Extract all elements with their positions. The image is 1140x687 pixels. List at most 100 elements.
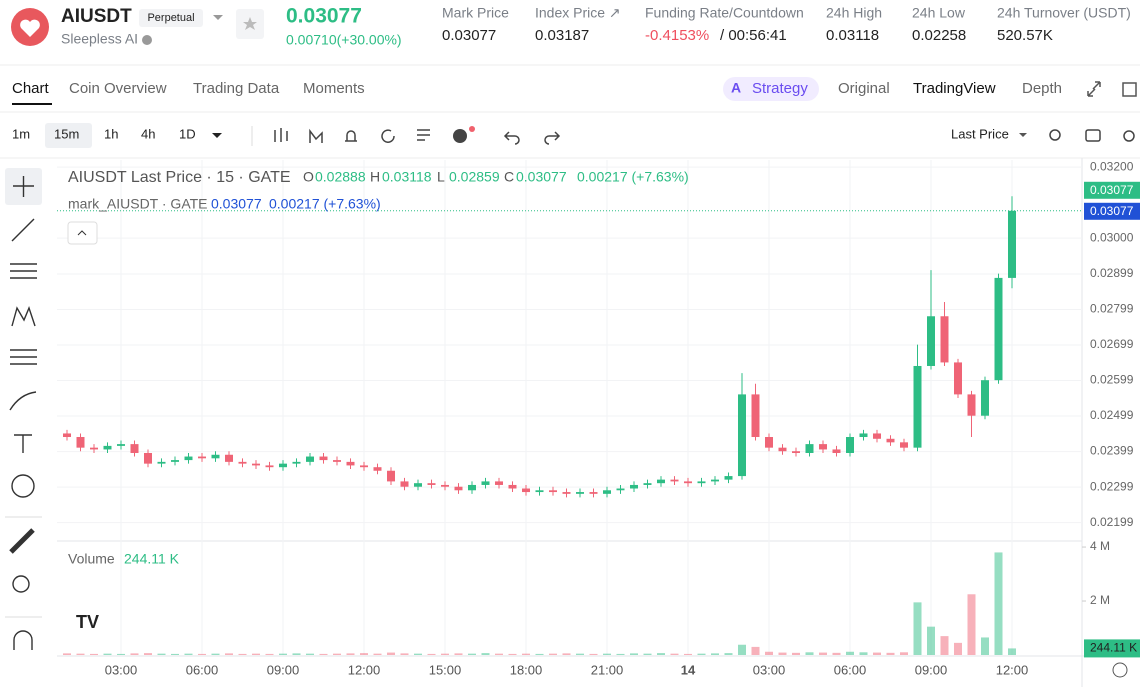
- volume-bar: [670, 653, 679, 655]
- candle-body: [684, 481, 692, 484]
- volume-bar: [616, 653, 625, 655]
- measure-tool[interactable]: [9, 528, 35, 554]
- interval[interactable]: 15m: [54, 126, 79, 141]
- candle-body: [184, 456, 193, 461]
- magnet-tool[interactable]: [13, 630, 33, 650]
- volume-bar: [211, 653, 220, 655]
- volume-bar: [576, 653, 584, 655]
- legend-change: 0.00217 (+7.63%): [577, 169, 689, 185]
- x-tick-label: 06:00: [834, 662, 867, 677]
- candle-body: [562, 492, 571, 494]
- add-icon[interactable]: [453, 129, 467, 143]
- volume-bar: [508, 653, 517, 655]
- nav-tab[interactable]: Trading Data: [193, 80, 280, 97]
- mark-legend-change: 0.00217 (+7.63%): [269, 196, 381, 212]
- crosshair-tool[interactable]: [13, 176, 34, 197]
- candle-body: [643, 483, 652, 485]
- candle-body: [549, 490, 557, 493]
- price-source-dropdown[interactable]: [1019, 133, 1027, 137]
- strategy-pill[interactable]: [723, 77, 819, 101]
- candle-body: [157, 461, 166, 464]
- interval[interactable]: 1D: [179, 126, 196, 141]
- emoji-tool[interactable]: [11, 474, 35, 498]
- price-source[interactable]: Last Price: [951, 126, 1009, 141]
- replay-icon[interactable]: [381, 129, 395, 143]
- settings-icon[interactable]: [1123, 130, 1135, 142]
- collapse-legend[interactable]: [67, 221, 98, 245]
- y-tick-label: 0.02599: [1090, 373, 1134, 387]
- candle-body: [522, 488, 530, 493]
- volume-bar: [319, 653, 328, 655]
- x-tick-label: 21:00: [591, 662, 624, 677]
- candle-body: [1008, 210, 1016, 278]
- pattern-tool[interactable]: [11, 306, 36, 327]
- chart-type-icon[interactable]: [309, 128, 323, 143]
- stat-value: 0.02258: [912, 27, 966, 44]
- volume-bar: [346, 653, 355, 655]
- window-icon[interactable]: [1122, 82, 1137, 97]
- nav-tab[interactable]: Coin Overview: [69, 80, 167, 97]
- y-tick-label: 0.02299: [1090, 479, 1134, 493]
- volume-bar: [90, 653, 98, 655]
- camera-icon[interactable]: [1085, 129, 1101, 142]
- redo-icon[interactable]: [544, 131, 561, 145]
- nav-tab[interactable]: Moments: [303, 80, 365, 97]
- volume-bar: [427, 653, 436, 655]
- ohlc-value: 0.03077: [516, 169, 567, 185]
- undo-icon[interactable]: [503, 131, 520, 145]
- brush-tool[interactable]: [9, 391, 37, 411]
- x-tick-label: 14: [681, 662, 696, 677]
- candle-body: [859, 433, 868, 438]
- candle-body: [63, 433, 71, 438]
- strategy[interactable]: Strategy: [752, 80, 808, 97]
- nav-tab[interactable]: Chart: [12, 80, 50, 97]
- badge-bg: [139, 9, 203, 27]
- stat-label: Funding Rate/Countdown: [645, 5, 804, 21]
- x-tick-label: 15:00: [429, 662, 462, 677]
- view-tab[interactable]: Depth: [1022, 80, 1062, 97]
- x-tick-label: 12:00: [348, 662, 381, 677]
- mark-legend-name: mark_AIUSDT · GATE: [68, 196, 208, 212]
- volume-bar: [859, 652, 868, 655]
- fullscreen-icon[interactable]: [1087, 81, 1101, 97]
- volume-bar: [549, 653, 557, 655]
- candle-body: [238, 461, 247, 464]
- x-tick-label: 09:00: [267, 662, 300, 677]
- prediction-tool[interactable]: [10, 349, 37, 365]
- volume-bar: [292, 653, 301, 655]
- coin-name: Sleepless AI: [61, 31, 138, 47]
- text-tool[interactable]: [14, 434, 32, 453]
- interval[interactable]: 4h: [141, 126, 155, 141]
- zoom-tool[interactable]: [12, 575, 30, 593]
- alert-icon[interactable]: [345, 130, 357, 142]
- symbol[interactable]: AIUSDT: [61, 6, 132, 27]
- view-tab[interactable]: TradingView: [913, 80, 996, 97]
- tv-logo-bg: [68, 604, 112, 640]
- countdown: / 00:56:41: [720, 27, 787, 44]
- symbol-dropdown[interactable]: [213, 15, 223, 20]
- volume-bar: [441, 653, 449, 655]
- axis-settings[interactable]: [1112, 662, 1128, 678]
- stat-label: Mark Price: [442, 5, 509, 21]
- indicator-icon[interactable]: [274, 128, 288, 142]
- fib-tool[interactable]: [10, 263, 37, 279]
- candle-body: [292, 461, 301, 464]
- volume-bar: [792, 652, 800, 655]
- stat-label: 24h Low: [912, 5, 966, 21]
- volume-bar: [873, 652, 881, 655]
- candle-body: [441, 484, 449, 487]
- interval[interactable]: 1m: [12, 126, 30, 141]
- ohlc-key: H: [370, 169, 380, 185]
- stat-label: 24h Turnover (USDT): [997, 5, 1131, 21]
- stat-value: 520.57K: [997, 27, 1053, 44]
- volume-bar: [738, 644, 746, 655]
- interval[interactable]: 1h: [104, 126, 118, 141]
- volume-bar: [306, 653, 314, 655]
- info-icon[interactable]: [142, 35, 152, 45]
- interval-dropdown[interactable]: [212, 133, 222, 138]
- search-icon[interactable]: [1049, 129, 1061, 141]
- line-tool[interactable]: [11, 218, 35, 242]
- template-icon[interactable]: [417, 129, 430, 141]
- view-tab[interactable]: Original: [838, 80, 890, 97]
